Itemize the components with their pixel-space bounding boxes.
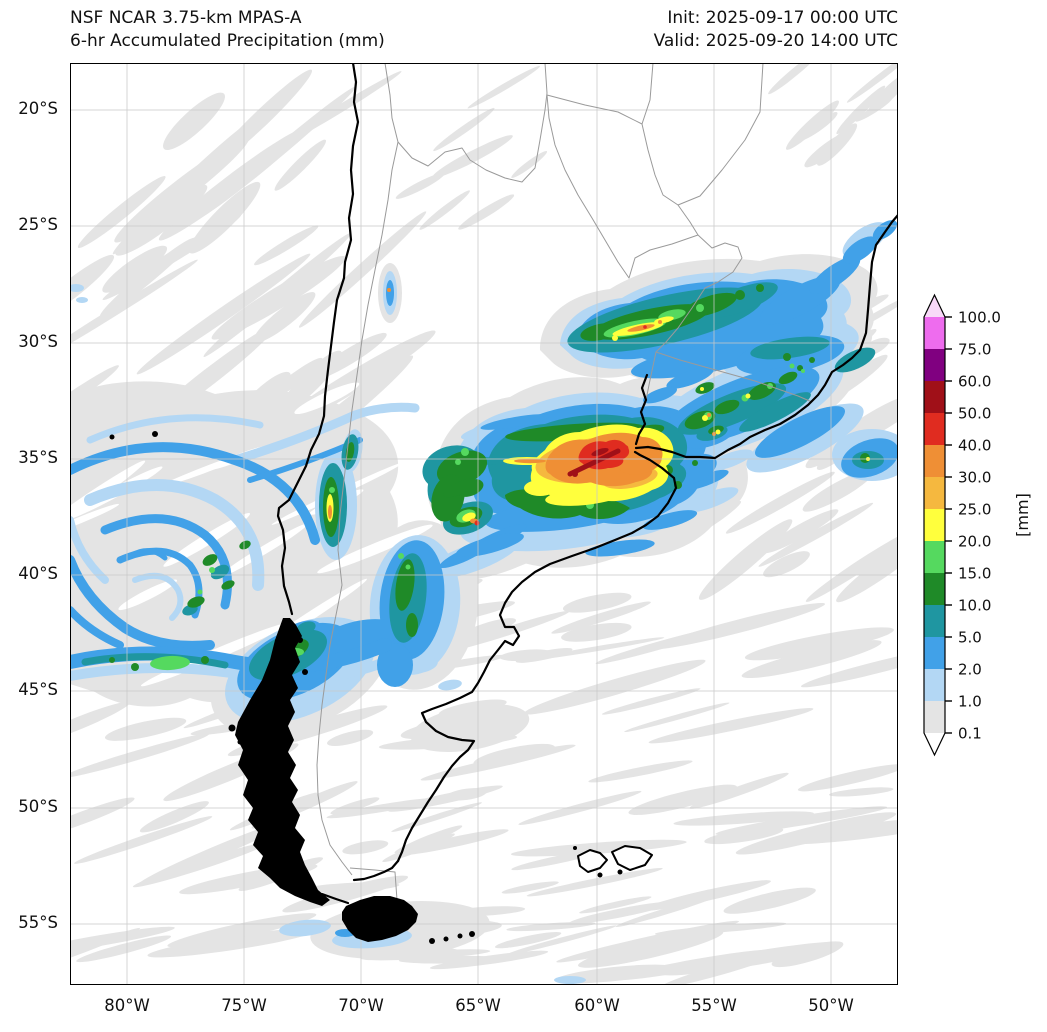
colorbar-tick-label: 60.0 (958, 373, 991, 391)
tdf-islands (429, 931, 475, 944)
y-tick-label: 20°S (18, 99, 58, 118)
y-tick-label: 55°S (18, 913, 58, 932)
colorbar-segment (924, 381, 945, 413)
x-tick-label: 70°W (338, 996, 384, 1015)
colorbar-tick-label: 75.0 (958, 341, 991, 359)
title-line-2: 6-hr Accumulated Precipitation (mm) (70, 31, 385, 51)
coastlines (109, 63, 898, 944)
colorbar-segment (924, 509, 945, 541)
colorbar-unit-label: [mm] (1013, 493, 1032, 537)
colorbar-tick-label: 1.0 (958, 693, 982, 711)
colorbar-tick-label: 2.0 (958, 661, 982, 679)
y-tick-label: 25°S (18, 215, 58, 234)
x-tick-label: 50°W (808, 996, 854, 1015)
forecast-time-block: Init: 2025-09-17 00:00 UTC Valid: 2025-09… (654, 7, 898, 53)
y-tick-label: 40°S (18, 564, 58, 583)
rio-uruguay (634, 373, 649, 446)
small-islands (109, 431, 623, 878)
y-tick-label: 35°S (18, 448, 58, 467)
colorbar-tick-label: 20.0 (958, 533, 991, 551)
colorbar-tick-label: 100.0 (958, 309, 1001, 327)
x-tick-label: 55°W (691, 996, 737, 1015)
colorbar: 0.1 1.0 2.0 5.0 10.0 15.0 20.0 25.0 30.0 40.0 50.0… (923, 293, 1001, 757)
fjord-islands (228, 637, 318, 896)
fjord-coast (235, 618, 330, 906)
colorbar-tick-label: 10.0 (958, 597, 991, 615)
colorbar-segment (924, 605, 945, 637)
colorbar-segment (924, 349, 945, 381)
y-tick-label: 30°S (18, 332, 58, 351)
title-line-1: NSF NCAR 3.75-km MPAS-A (70, 8, 302, 28)
colorbar-segment (924, 573, 945, 605)
colorbar-segment (924, 477, 945, 509)
colorbar-tick-label: 50.0 (958, 405, 991, 423)
plot-title: NSF NCAR 3.75-km MPAS-A 6-hr Accumulated … (70, 7, 385, 53)
uruguay-brazil-coast (634, 213, 898, 460)
colorbar-segment (924, 541, 945, 573)
colorbar-over-arrow (924, 295, 945, 317)
strait-north-shore (352, 859, 400, 882)
colorbar-tick-label: 25.0 (958, 501, 991, 519)
precip-red-layer (474, 325, 647, 526)
precip-streak-fields (70, 63, 898, 985)
colorbar-segment (924, 637, 945, 669)
x-tick-label: 60°W (574, 996, 620, 1015)
colorbar-tick-label: 40.0 (958, 437, 991, 455)
magellan-coast (320, 892, 350, 905)
valid-time-label: Valid: 2025-09-20 14:00 UTC (653, 31, 898, 51)
tierra-del-fuego (342, 896, 418, 942)
x-tick-label: 80°W (104, 996, 150, 1015)
colorbar-segment (924, 413, 945, 445)
colorbar-segment (924, 445, 945, 477)
colorbar-tick-label: 0.1 (958, 725, 982, 743)
init-time-label: Init: 2025-09-17 00:00 UTC (667, 8, 898, 28)
y-tick-label: 50°S (18, 797, 58, 816)
y-tick-label: 45°S (18, 680, 58, 699)
colorbar-under-arrow (924, 733, 945, 755)
atlantic-coast (396, 450, 678, 863)
country-borders (316, 63, 813, 932)
falkland-islands (577, 845, 653, 873)
colorbar-segment (924, 317, 945, 349)
colorbar-tick-label: 5.0 (958, 629, 982, 647)
x-tick-label: 65°W (455, 996, 501, 1015)
graticule (71, 64, 897, 984)
colorbar-tick-label: 30.0 (958, 469, 991, 487)
colorbar-segment (924, 669, 945, 701)
x-tick-label: 75°W (221, 996, 267, 1015)
pacific-coast (276, 63, 360, 616)
colorbar-segment (924, 701, 945, 733)
colorbar-tick-label: 15.0 (958, 565, 991, 583)
